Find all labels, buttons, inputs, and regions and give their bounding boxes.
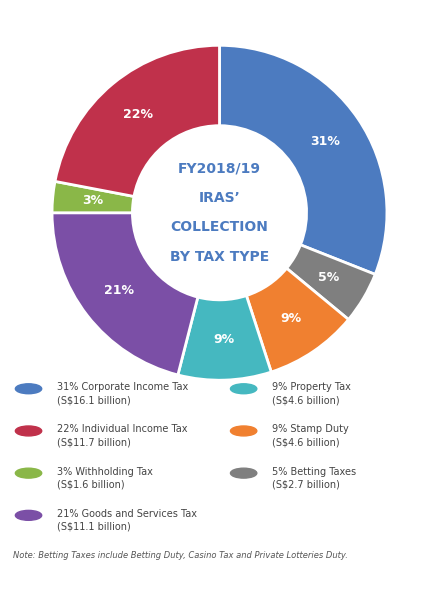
Circle shape bbox=[230, 426, 256, 436]
Text: 3%: 3% bbox=[82, 194, 103, 207]
Circle shape bbox=[230, 468, 256, 478]
Text: 5%: 5% bbox=[318, 271, 339, 284]
Circle shape bbox=[15, 511, 42, 520]
Text: 9% Stamp Duty
(S$4.6 billion): 9% Stamp Duty (S$4.6 billion) bbox=[272, 424, 348, 447]
Text: Note: Betting Taxes include Betting Duty, Casino Tax and Private Lotteries Duty.: Note: Betting Taxes include Betting Duty… bbox=[13, 551, 347, 560]
Wedge shape bbox=[219, 46, 386, 274]
Text: 21% Goods and Services Tax
(S$11.1 billion): 21% Goods and Services Tax (S$11.1 billi… bbox=[57, 509, 197, 532]
Wedge shape bbox=[52, 213, 198, 375]
Text: 5% Betting Taxes
(S$2.7 billion): 5% Betting Taxes (S$2.7 billion) bbox=[272, 466, 356, 490]
Circle shape bbox=[15, 384, 42, 394]
Text: 22% Individual Income Tax
(S$11.7 billion): 22% Individual Income Tax (S$11.7 billio… bbox=[57, 424, 187, 447]
Wedge shape bbox=[177, 296, 271, 380]
Wedge shape bbox=[52, 181, 134, 213]
Text: 31% Corporate Income Tax
(S$16.1 billion): 31% Corporate Income Tax (S$16.1 billion… bbox=[57, 382, 188, 405]
Text: 31%: 31% bbox=[309, 135, 339, 148]
Wedge shape bbox=[286, 245, 374, 320]
Text: FY2018/19: FY2018/19 bbox=[177, 162, 261, 176]
Circle shape bbox=[15, 468, 42, 478]
Circle shape bbox=[15, 426, 42, 436]
Circle shape bbox=[230, 384, 256, 394]
Text: 9%: 9% bbox=[212, 333, 233, 346]
Text: COLLECTION: COLLECTION bbox=[170, 220, 268, 235]
Text: 9% Property Tax
(S$4.6 billion): 9% Property Tax (S$4.6 billion) bbox=[272, 382, 350, 405]
Text: 21%: 21% bbox=[104, 284, 134, 297]
Wedge shape bbox=[55, 46, 219, 196]
Wedge shape bbox=[246, 268, 348, 372]
Text: BY TAX TYPE: BY TAX TYPE bbox=[170, 250, 268, 264]
Text: 3% Withholding Tax
(S$1.6 billion): 3% Withholding Tax (S$1.6 billion) bbox=[57, 466, 152, 490]
Text: 9%: 9% bbox=[280, 311, 301, 324]
Text: 22%: 22% bbox=[123, 108, 153, 121]
Text: IRAS’: IRAS’ bbox=[198, 191, 240, 205]
